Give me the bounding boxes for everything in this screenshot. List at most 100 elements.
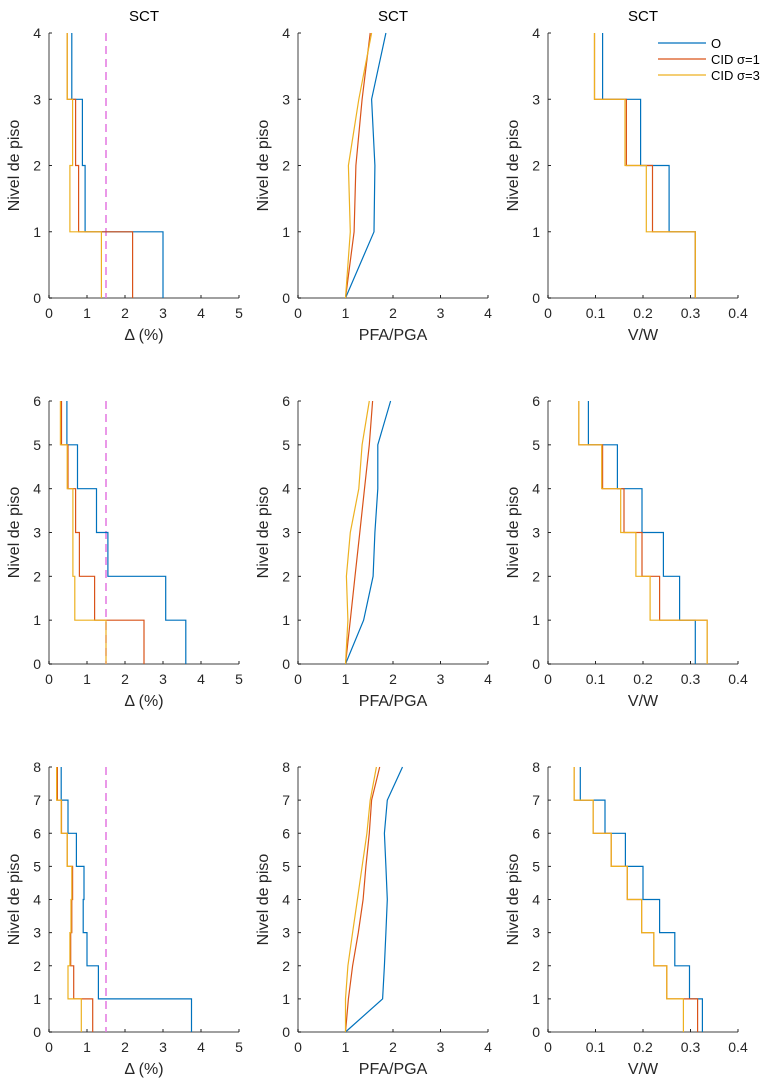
series-line-cid3 <box>593 33 696 298</box>
y-tick-label: 6 <box>532 825 540 841</box>
y-tick-label: 0 <box>282 656 290 672</box>
y-tick-label: 3 <box>282 525 290 541</box>
y-tick-label: 2 <box>532 958 540 974</box>
subplot-r3c3: 0 0.1 0.2 0.3 0.4 0 1 2 3 4 5 6 7 8 V/W Nivel de piso <box>505 759 748 1078</box>
y-tick-label: 4 <box>33 481 41 497</box>
y-axis-label: Nivel de piso <box>505 487 522 579</box>
x-axis-label: Δ (%) <box>124 1061 163 1078</box>
y-tick-label: 3 <box>33 525 41 541</box>
x-tick-label: 1 <box>342 1039 350 1055</box>
y-tick-label: 5 <box>33 437 41 453</box>
series-line-cid1 <box>344 400 374 665</box>
x-tick-label: 2 <box>121 1039 129 1055</box>
x-tick-label: 0 <box>45 671 53 687</box>
x-tick-label: 0.3 <box>681 305 701 321</box>
y-tick-label: 2 <box>282 158 290 174</box>
y-axis-label: Nivel de piso <box>255 120 272 212</box>
x-tick-label: 0 <box>294 1039 302 1055</box>
series-line-o <box>344 32 387 299</box>
y-tick-label: 0 <box>532 656 540 672</box>
y-tick-label: 1 <box>532 991 540 1007</box>
x-tick-label: 3 <box>159 671 167 687</box>
y-tick-label: 2 <box>282 958 290 974</box>
subplot-title: SCT <box>378 8 408 25</box>
y-tick-label: 7 <box>532 792 540 808</box>
x-tick-label: 0 <box>45 1039 53 1055</box>
y-tick-label: 1 <box>33 612 41 628</box>
x-tick-label: 0.2 <box>633 305 653 321</box>
series-line-o <box>579 767 704 1032</box>
y-tick-label: 4 <box>33 892 41 908</box>
x-tick-label: 0.2 <box>633 1039 653 1055</box>
x-tick-label: 0.1 <box>586 1039 606 1055</box>
legend-label-cid3: CID σ=3 <box>711 68 760 83</box>
series-line-o <box>71 33 164 298</box>
y-tick-label: 2 <box>33 158 41 174</box>
x-axis-label: V/W <box>628 693 659 710</box>
y-tick-label: 4 <box>532 892 540 908</box>
x-tick-label: 0.2 <box>633 671 653 687</box>
subplot-r2c2: 0 1 2 3 4 0 1 2 3 4 5 6 PFA/PGA Nivel de piso <box>255 393 492 710</box>
x-tick-label: 0 <box>544 305 552 321</box>
y-tick-label: 2 <box>282 568 290 584</box>
x-axis-label: Δ (%) <box>124 693 163 710</box>
y-tick-label: 6 <box>532 393 540 409</box>
subplot-r3c2: 0 1 2 3 4 0 1 2 3 4 5 6 7 8 PFA/PGA Nivel de piso <box>255 759 492 1078</box>
x-tick-label: 2 <box>121 305 129 321</box>
series-line-cid3 <box>578 401 708 664</box>
x-tick-label: 0.3 <box>681 671 701 687</box>
y-tick-label: 5 <box>282 437 290 453</box>
series-line-o <box>345 766 404 1033</box>
y-tick-label: 0 <box>532 1024 540 1040</box>
y-tick-label: 0 <box>33 290 41 306</box>
subplot-title: SCT <box>628 8 658 25</box>
y-tick-label: 2 <box>33 958 41 974</box>
legend-label-o: O <box>711 36 721 51</box>
y-tick-label: 5 <box>33 858 41 874</box>
y-tick-label: 5 <box>532 437 540 453</box>
y-tick-label: 5 <box>282 858 290 874</box>
y-tick-label: 6 <box>33 393 41 409</box>
x-tick-label: 0 <box>544 1039 552 1055</box>
y-tick-label: 4 <box>532 25 540 41</box>
x-tick-label: 2 <box>121 671 129 687</box>
x-tick-label: 1 <box>342 671 350 687</box>
x-tick-label: 4 <box>484 305 492 321</box>
x-tick-label: 3 <box>437 1039 445 1055</box>
x-tick-label: 0.1 <box>586 671 606 687</box>
y-tick-label: 1 <box>532 612 540 628</box>
y-tick-label: 1 <box>33 991 41 1007</box>
x-tick-label: 4 <box>484 1039 492 1055</box>
y-tick-label: 8 <box>33 759 41 775</box>
y-tick-label: 4 <box>282 25 290 41</box>
series-line-o <box>344 400 392 665</box>
x-tick-label: 3 <box>437 305 445 321</box>
y-axis-label: Nivel de piso <box>6 854 23 946</box>
x-tick-label: 0.4 <box>728 305 748 321</box>
x-tick-label: 2 <box>389 305 397 321</box>
y-tick-label: 8 <box>282 759 290 775</box>
y-tick-label: 3 <box>33 91 41 107</box>
x-tick-label: 0.3 <box>681 1039 701 1055</box>
y-tick-label: 0 <box>282 290 290 306</box>
y-axis-label: Nivel de piso <box>6 120 23 212</box>
y-tick-label: 0 <box>33 656 41 672</box>
y-tick-label: 4 <box>532 481 540 497</box>
y-tick-label: 3 <box>282 925 290 941</box>
y-tick-label: 1 <box>282 224 290 240</box>
y-tick-label: 1 <box>33 224 41 240</box>
subplot-r3c1: 0 1 2 3 4 5 0 1 2 3 4 5 6 7 8 Δ (%) Nivel de piso <box>6 759 243 1078</box>
series-line-cid3 <box>59 401 107 664</box>
x-axis-label: Δ (%) <box>124 327 163 344</box>
x-tick-label: 0 <box>544 671 552 687</box>
y-tick-label: 0 <box>532 290 540 306</box>
series-line-cid3 <box>66 33 103 298</box>
x-tick-label: 3 <box>159 1039 167 1055</box>
x-tick-label: 5 <box>235 305 243 321</box>
x-tick-label: 4 <box>197 671 205 687</box>
x-axis-label: V/W <box>628 1061 659 1078</box>
subplot-r2c3: 0 0.1 0.2 0.3 0.4 0 1 2 3 4 5 6 V/W Nivel de piso <box>505 393 748 710</box>
y-tick-label: 2 <box>532 568 540 584</box>
